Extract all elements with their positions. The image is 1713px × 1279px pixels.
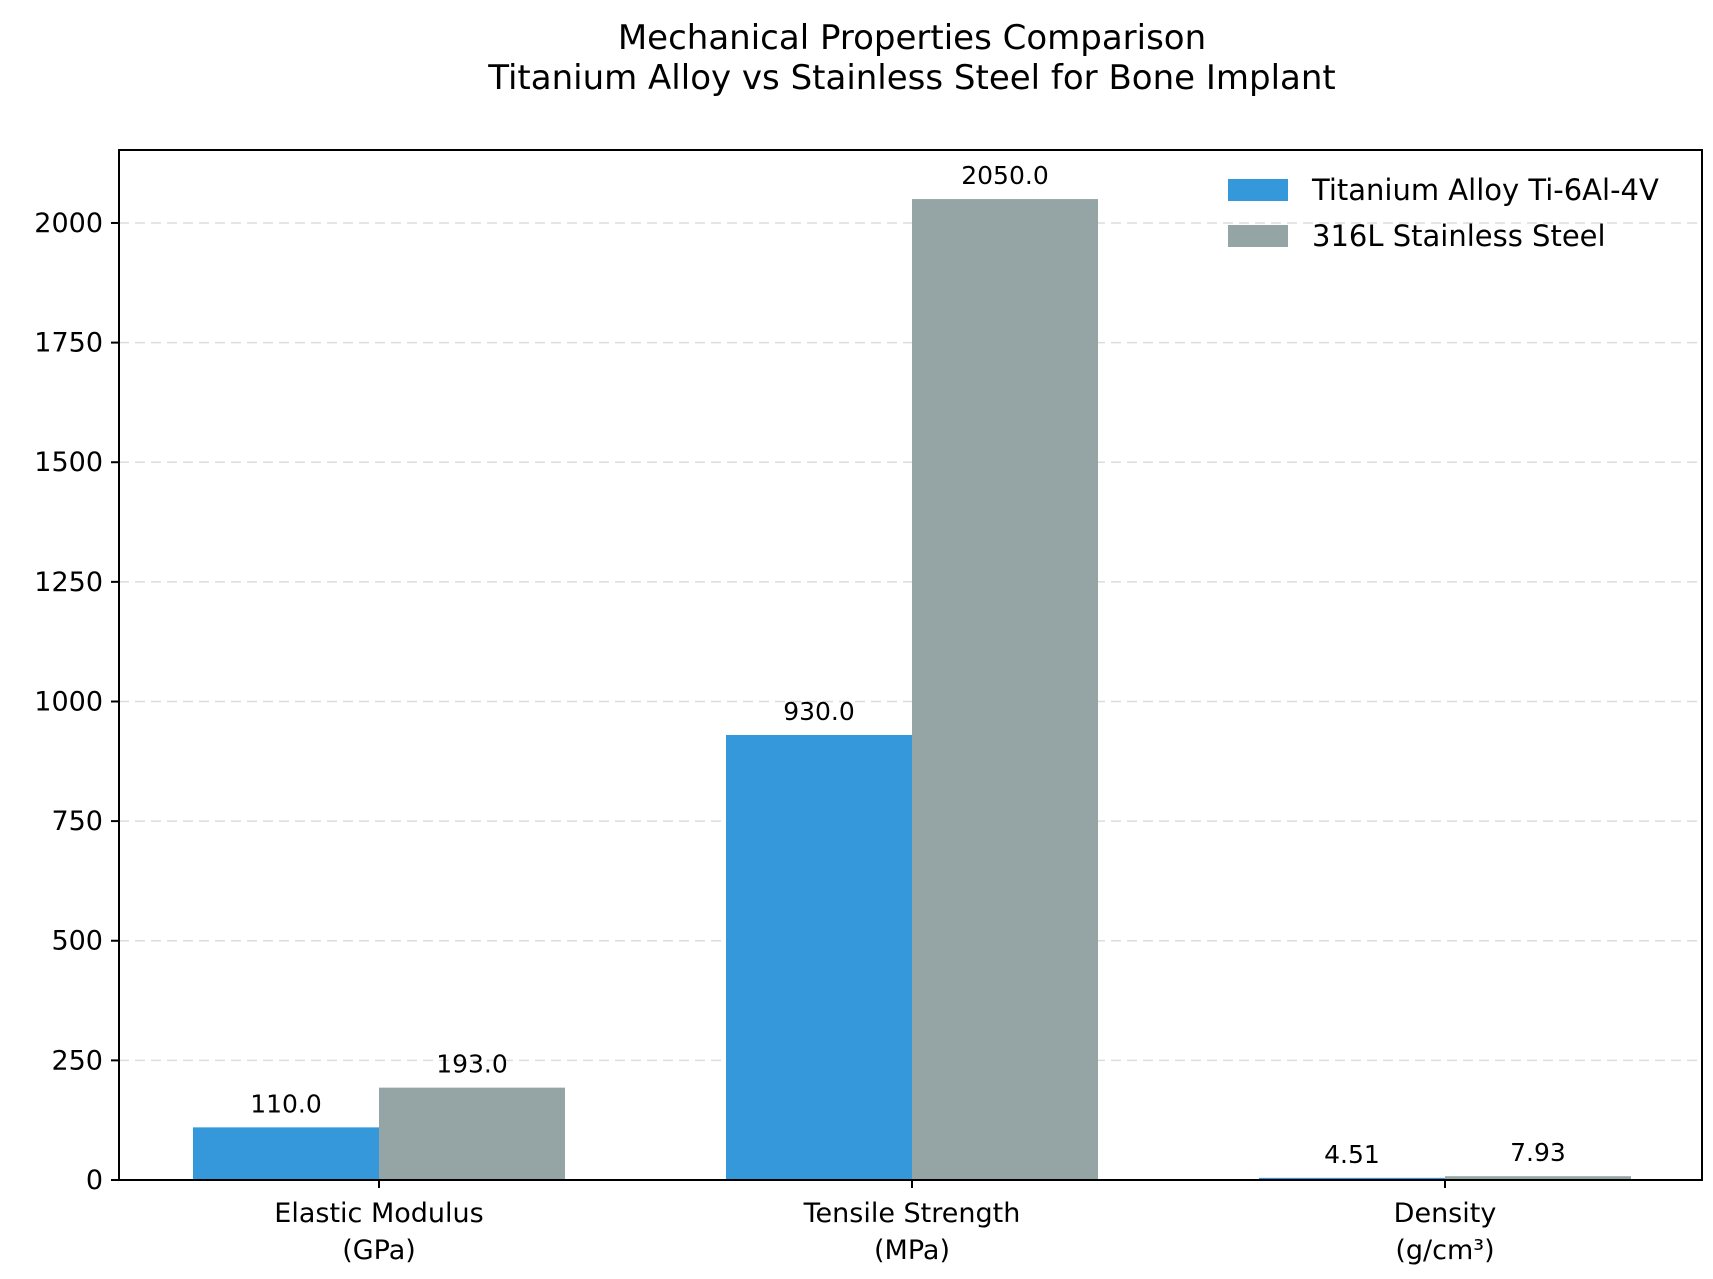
y-tick-label: 1500: [34, 447, 103, 478]
bar: [1259, 1177, 1445, 1180]
bar-value-label: 4.51: [1324, 1140, 1380, 1169]
bar-value-label: 930.0: [783, 697, 855, 726]
legend-swatch: [1228, 179, 1288, 201]
legend-swatch: [1228, 225, 1288, 247]
legend-label: Titanium Alloy Ti-6Al-4V: [1311, 173, 1659, 207]
y-tick-label: 500: [51, 926, 103, 957]
y-tick-label: 2000: [34, 208, 103, 239]
x-tick-label: (GPa): [342, 1235, 416, 1266]
bar: [912, 199, 1098, 1181]
bar-value-label: 7.93: [1510, 1138, 1566, 1167]
plot-frame: [118, 149, 1703, 1181]
y-axis: 0 250 500 750 1000 1250 1500 1750 2000: [34, 208, 119, 1196]
bar-value-label: 2050.0: [961, 161, 1048, 190]
legend-label: 316L Stainless Steel: [1312, 219, 1606, 253]
x-tick-label: (g/cm³): [1395, 1235, 1494, 1266]
bar: [726, 734, 912, 1180]
bar-value-label: 193.0: [436, 1050, 508, 1079]
chart-title-line-2: Titanium Alloy vs Stainless Steel for Bo…: [487, 58, 1336, 98]
data-labels: 110.0 930.0 4.51 193.0 2050.0 7.93: [250, 161, 1566, 1169]
y-tick-label: 750: [51, 806, 103, 837]
bar: [193, 1127, 379, 1180]
x-axis: Elastic Modulus (GPa) Tensile Strength (MPa…: [274, 1180, 1496, 1266]
x-tick-label: Density: [1394, 1198, 1497, 1229]
y-tick-label: 1750: [34, 328, 103, 359]
y-tick-label: 250: [51, 1045, 103, 1076]
y-tick-label: 1250: [34, 567, 103, 598]
bar: [1445, 1176, 1631, 1180]
bar-value-label: 110.0: [250, 1089, 322, 1118]
bar: [379, 1087, 565, 1180]
chart-title-line-1: Mechanical Properties Comparison: [618, 18, 1206, 58]
bars: [193, 199, 1631, 1181]
y-tick-label: 1000: [34, 686, 103, 717]
x-tick-label: Tensile Strength: [803, 1198, 1021, 1229]
legend: Titanium Alloy Ti-6Al-4V 316L Stainless S…: [1228, 173, 1659, 253]
y-tick-label: 0: [86, 1165, 103, 1196]
x-tick-label: Elastic Modulus: [274, 1198, 483, 1229]
x-tick-label: (MPa): [874, 1235, 950, 1266]
